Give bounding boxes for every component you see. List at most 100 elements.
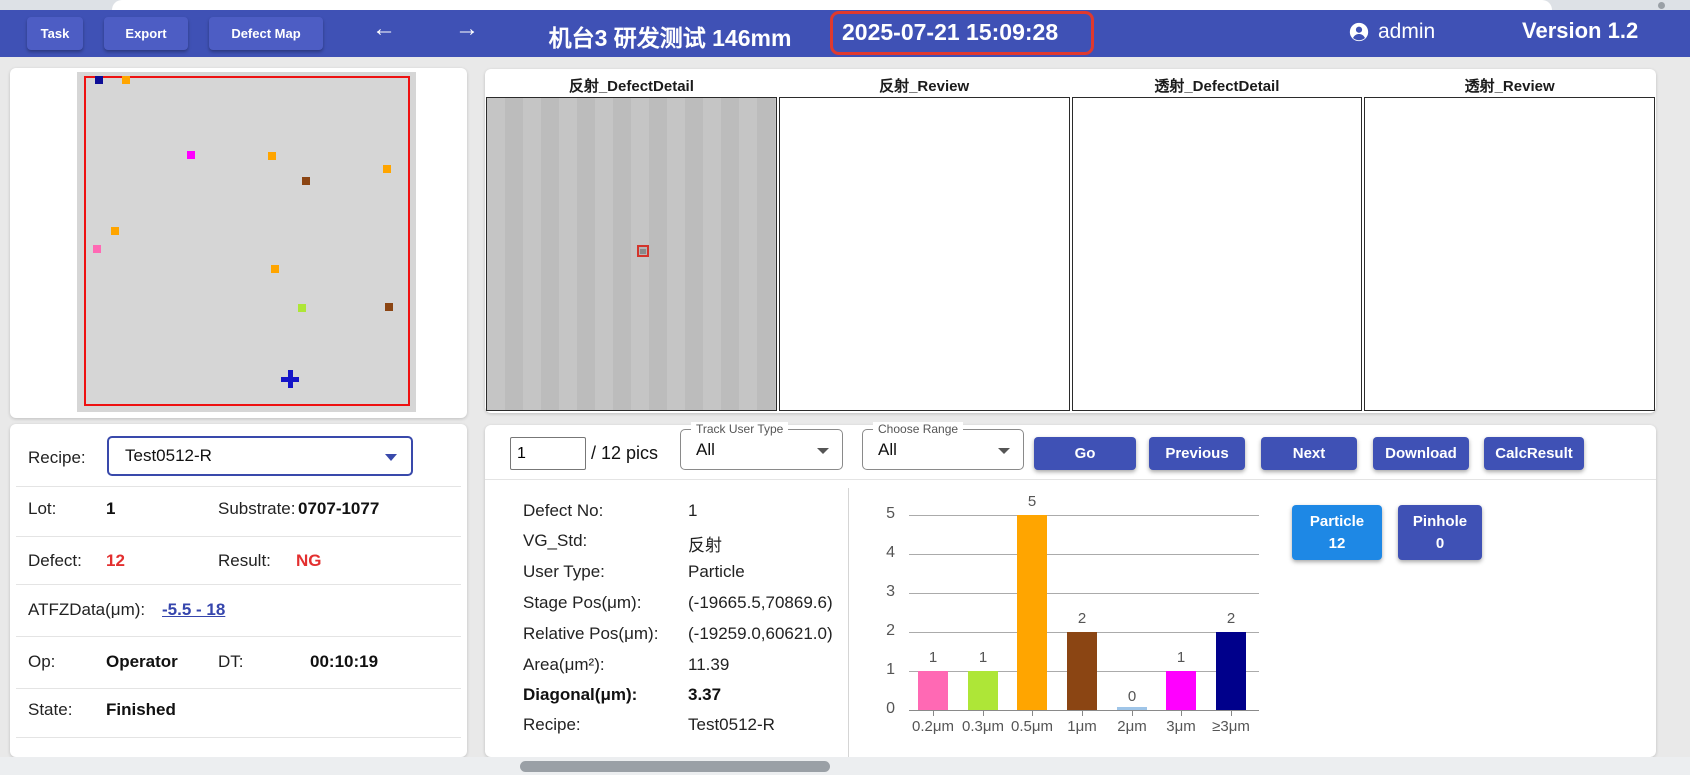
username: admin [1378,20,1436,43]
bar-0.3μm [968,671,998,710]
defect-dot [110,227,119,236]
defect-dot [384,302,393,311]
bar-0.2μm [918,671,948,710]
detail-value-7: Test0512-R [688,715,775,734]
forward-arrow-button[interactable]: → [455,15,479,42]
bar-≥3μm [1216,632,1246,710]
divider [16,688,461,689]
appbar-button-defect-map[interactable]: Defect Map [209,17,323,50]
bar-value-label: 2 [1226,610,1236,627]
bar-2μm-zero [1117,707,1147,710]
defect-dot [383,164,392,173]
image-panel-viewport[interactable] [778,97,1070,411]
chevron-down-icon [998,448,1010,454]
state-label: State: [28,700,73,719]
recipe-label: Recipe: [28,448,86,467]
y-axis-tick-4: 4 [886,544,895,561]
user-box[interactable]: admin [1348,20,1435,44]
page-number-input[interactable] [510,437,586,470]
x-axis-label-1: 0.3μm [962,718,1004,735]
detail-value-3: (-19665.5,70869.6) [688,593,833,612]
defect-detail-image [487,98,776,410]
next-button[interactable]: Next [1261,437,1357,470]
scrollbar-thumb[interactable] [520,761,830,772]
detail-value-5: 11.39 [688,655,730,674]
defect-pixels [640,248,647,254]
gridline-y4 [909,554,1259,555]
divider [16,737,461,738]
defect-dot [302,177,311,186]
divider [485,479,1656,480]
image-panel-viewport[interactable] [1364,97,1655,411]
bar-value-label: 1 [978,649,988,666]
op-label: Op: [28,652,56,671]
detail-label-6: Diagonal(μm): [523,685,638,704]
x-axis-tick [933,711,934,716]
download-button[interactable]: Download [1373,437,1469,470]
x-axis-label-0: 0.2μm [912,718,954,735]
choose-range-select[interactable]: Choose Range All [862,422,1024,470]
detail-value-4: (-19259.0,60621.0) [688,624,833,643]
image-panel-title: 透射_Review [1464,78,1555,95]
calcresult-button[interactable]: CalcResult [1484,437,1584,470]
image-panel-title: 透射_DefectDetail [1154,78,1280,95]
bar-1μm [1067,632,1097,710]
recipe-select[interactable]: Test0512-R [107,436,413,476]
cross-v [287,370,293,389]
image-panel-2: 透射_DefectDetail [1071,69,1364,413]
divider [16,536,461,537]
y-axis-tick-1: 1 [886,661,895,678]
wafer-map-card [10,68,467,418]
pinhole-button-label: Pinhole [1412,512,1468,530]
appbar-button-task[interactable]: Task [27,17,83,50]
x-axis-tick [1181,711,1182,716]
image-panel-title: 反射_Review [879,78,970,95]
user-icon [1348,21,1370,43]
lot-label: Lot: [28,499,57,518]
detail-label-1: VG_Std: [523,531,588,550]
go-button[interactable]: Go [1034,437,1136,470]
browser-tab [112,0,1552,10]
bar-3μm [1166,671,1196,710]
detail-value-0: 1 [688,501,698,520]
image-panel-viewport[interactable] [486,97,777,411]
wafer-map[interactable] [77,72,416,412]
defect-dot [95,76,104,85]
detail-value-2: Particle [688,562,745,581]
recipe-select-value: Test0512-R [125,446,212,465]
image-panel-1: 反射_Review [778,69,1071,413]
image-panel-title: 反射_DefectDetail [568,78,694,95]
particle-button-label: Particle [1309,512,1365,530]
pinhole-filter-button[interactable]: Pinhole 0 [1398,505,1482,560]
track-user-type-select[interactable]: Track User Type All [680,422,843,470]
y-axis-tick-2: 2 [886,622,895,639]
result-label: Result: [218,551,271,570]
defect-dot [267,151,276,160]
defect-count-value: 12 [106,551,125,570]
particle-filter-button[interactable]: Particle 12 [1292,505,1382,560]
atfz-label: ATFZData(μm): [28,600,146,619]
image-panel-3: 透射_Review [1363,69,1656,413]
bar-value-label: 0 [1127,688,1137,705]
x-axis-tick [983,711,984,716]
appbar-button-export[interactable]: Export [104,17,188,50]
previous-button[interactable]: Previous [1149,437,1245,470]
divider [16,584,461,585]
atfz-link[interactable]: -5.5 - 18 [162,600,226,619]
app-bar: Task Export Defect Map ← → 机台3 研发测试 146mm … [0,10,1690,57]
defect-label: Defect: [28,551,82,570]
state-value: Finished [106,700,176,719]
x-axis-tick [1132,711,1133,716]
choose-range-label: Choose Range [873,422,964,436]
y-axis-tick-3: 3 [886,583,895,600]
divider [16,636,461,637]
bar-value-label: 1 [1176,649,1186,666]
bar-value-label: 5 [1027,493,1037,510]
chevron-down-icon [817,448,829,454]
dt-label: DT: [218,652,244,671]
x-axis-label-2: 0.5μm [1011,718,1053,735]
gridline-y3 [909,593,1259,594]
image-panel-viewport[interactable] [1071,97,1363,411]
back-arrow-button[interactable]: ← [372,15,396,42]
